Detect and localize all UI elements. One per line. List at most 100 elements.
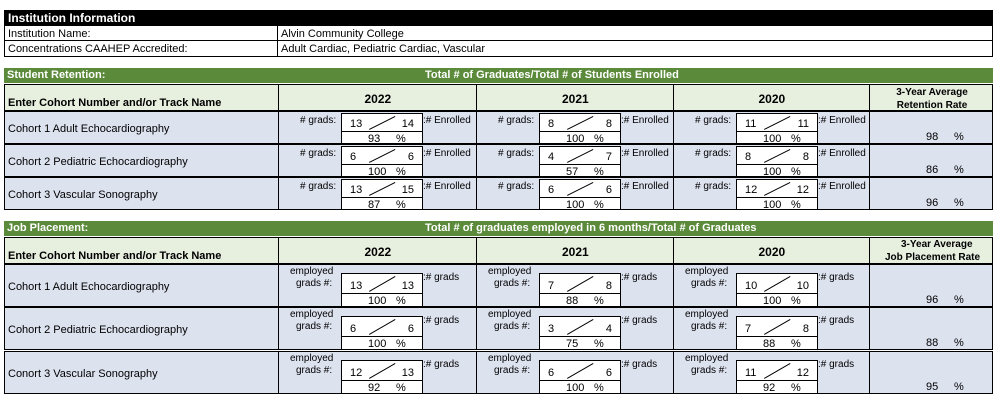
- grads-label: grads #:: [296, 278, 333, 289]
- percent-value: 100: [566, 133, 585, 145]
- fraction-entry-box[interactable]: 6 6 100%: [341, 146, 423, 178]
- percent-sign: %: [791, 338, 801, 350]
- denominator-value: 6: [605, 184, 612, 196]
- right-label: :# grads: [423, 272, 460, 283]
- percent-sign: %: [791, 199, 801, 211]
- percent-value: 88: [763, 338, 776, 350]
- fraction-entry-box[interactable]: 11 11 100%: [736, 113, 818, 145]
- fraction-slash: [764, 319, 791, 335]
- retention-row-1-year-1: # grads: 4 7 57%:# Enrolled: [476, 144, 674, 178]
- numerator-value: 7: [745, 323, 752, 335]
- placement-row-1-year-2: employed grads #: 7 8 88%:# grads: [673, 307, 870, 350]
- grads-label: # grads:: [498, 181, 535, 192]
- fraction-slash: [764, 363, 791, 379]
- fraction-entry-box[interactable]: 4 7 57%: [539, 146, 621, 178]
- retention-row-name: Cohort 1 Adult Echocardiography: [8, 122, 170, 135]
- fraction-entry-box[interactable]: 6 6 100%: [539, 179, 621, 211]
- fraction-entry-box[interactable]: 6 6 100%: [539, 360, 621, 394]
- grads-label: grads #:: [691, 321, 728, 332]
- percent-sign: %: [594, 199, 604, 211]
- fraction-entry-box[interactable]: 13 14 93%: [341, 113, 423, 145]
- employed-label: employed: [488, 309, 532, 320]
- fraction-entry-box[interactable]: 13 13 100%: [341, 273, 423, 307]
- concentrations-value-cell: Adult Cardiac, Pediatric Cardiac, Vascul…: [277, 40, 993, 57]
- average-value: 96: [926, 197, 939, 209]
- average-value: 95: [926, 381, 939, 393]
- fraction-entry-box[interactable]: 8 8 100%: [736, 146, 818, 178]
- numerator-value: 12: [350, 367, 363, 379]
- fraction-divider: [737, 197, 817, 198]
- fraction-slash: [764, 276, 791, 292]
- fraction-slash: [567, 149, 594, 163]
- retention-year-header-2: 2020: [673, 84, 870, 111]
- percent-value: 100: [368, 295, 387, 307]
- fraction-entry-box[interactable]: 8 8 100%: [539, 113, 621, 145]
- fraction-entry-box[interactable]: 12 13 92%: [341, 360, 423, 394]
- grads-label: # grads:: [300, 148, 337, 159]
- percent-value: 100: [566, 199, 585, 211]
- concentrations-value: Adult Cardiac, Pediatric Cardiac, Vascul…: [281, 43, 485, 55]
- fraction-entry-box[interactable]: 10 10 100%: [736, 273, 818, 307]
- placement-row-name: Cohort 1 Adult Echocardiography: [8, 280, 170, 293]
- percent-sign: %: [396, 338, 406, 350]
- fraction-slash: [567, 363, 594, 379]
- fraction-entry-box[interactable]: 7 8 88%: [736, 316, 818, 350]
- fraction-divider: [737, 293, 817, 294]
- placement-section-title: Total # of graduates employed in 6 month…: [425, 222, 757, 234]
- grads-label: # grads:: [498, 148, 535, 159]
- denominator-value: 8: [802, 151, 809, 163]
- fraction-divider: [737, 336, 817, 337]
- retention-year-header-1: 2021: [476, 84, 674, 111]
- percent-sign: %: [594, 338, 604, 350]
- concentrations-label-cell: Concentrations CAAHEP Accredited:: [4, 40, 278, 57]
- fraction-divider: [342, 336, 422, 337]
- retention-row-1-year-2: # grads: 8 8 100%:# Enrolled: [673, 144, 870, 178]
- placement-row-2-name-cell: Conort 3 Vascular Sonography: [4, 351, 279, 394]
- fraction-entry-box[interactable]: 3 4 75%: [539, 316, 621, 350]
- percent-sign: %: [791, 166, 801, 178]
- numerator-value: 8: [745, 151, 752, 163]
- denominator-value: 8: [605, 118, 612, 130]
- placement-row-1-name-cell: Cohort 2 Pediatric Echocardiography: [4, 307, 279, 350]
- right-label: :# Enrolled: [423, 181, 471, 192]
- fraction-divider: [540, 293, 620, 294]
- fraction-slash: [369, 149, 396, 163]
- grads-label: # grads:: [695, 115, 732, 126]
- fraction-entry-box[interactable]: 12 12 100%: [736, 179, 818, 211]
- retention-row-0-year-0: # grads: 13 14 93%:# Enrolled: [278, 111, 477, 145]
- numerator-value: 13: [350, 118, 363, 130]
- percent-sign: %: [594, 166, 604, 178]
- retention-row-name: Cohort 2 Pediatric Echocardiography: [8, 155, 188, 168]
- fraction-slash: [369, 116, 396, 130]
- retention-row-1-name-cell: Cohort 2 Pediatric Echocardiography: [4, 144, 279, 177]
- numerator-value: 12: [745, 184, 758, 196]
- numerator-value: 8: [548, 118, 555, 130]
- denominator-value: 8: [802, 323, 809, 335]
- numerator-value: 7: [548, 280, 555, 292]
- employed-label: employed: [685, 266, 729, 277]
- percent-sign: %: [954, 337, 964, 349]
- numerator-value: 3: [548, 323, 555, 335]
- institution-name-label-cell: Institution Name:: [4, 25, 278, 41]
- right-label: :# Enrolled: [621, 148, 669, 159]
- institution-header-text: Institution Information: [8, 11, 136, 25]
- retention-section-title: Total # of Graduates/Total # of Students…: [425, 69, 679, 81]
- fraction-entry-box[interactable]: 13 15 87%: [341, 179, 423, 211]
- percent-value: 92: [368, 382, 381, 394]
- percent-value: 100: [763, 199, 782, 211]
- percent-value: 75: [566, 338, 579, 350]
- numerator-value: 13: [350, 280, 363, 292]
- percent-sign: %: [594, 133, 604, 145]
- percent-sign: %: [396, 133, 406, 145]
- fraction-entry-box[interactable]: 6 6 100%: [341, 316, 423, 350]
- denominator-value: 13: [401, 280, 414, 292]
- grads-label: grads #:: [494, 278, 531, 289]
- fraction-entry-box[interactable]: 7 8 88%: [539, 273, 621, 307]
- denominator-value: 15: [401, 184, 414, 196]
- fraction-entry-box[interactable]: 11 12 92%: [736, 360, 818, 394]
- right-label: :# grads: [423, 359, 460, 370]
- fraction-divider: [540, 197, 620, 198]
- right-label: :# grads: [621, 359, 658, 370]
- denominator-value: 14: [401, 118, 414, 130]
- percent-value: 100: [763, 166, 782, 178]
